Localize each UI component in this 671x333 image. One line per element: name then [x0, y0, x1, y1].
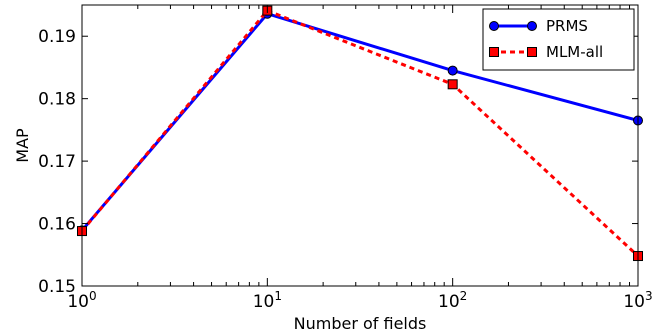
- x-tick-label: 101: [253, 289, 282, 312]
- data-point: [447, 65, 458, 76]
- series-line: [80, 12, 639, 232]
- legend-item: MLM-all: [489, 43, 603, 61]
- series-line: [80, 9, 640, 258]
- x-axis-label: Number of fields: [294, 314, 427, 333]
- legend: PRMS MLM-all: [482, 8, 635, 71]
- y-tick-label: 0.19: [38, 27, 76, 47]
- legend-box: [482, 8, 635, 71]
- data-point: [447, 79, 458, 90]
- legend-label: PRMS: [546, 17, 588, 35]
- legend-label: MLM-all: [546, 43, 603, 61]
- legend-marker: [489, 47, 499, 57]
- y-tick-label: 0.15: [38, 277, 76, 297]
- axis-ticks: 0.15 0.16 0.17 0.18 0.19 100 101 102 103: [38, 5, 653, 312]
- legend-marker: [527, 21, 537, 31]
- axes-frame: [81, 4, 639, 287]
- y-tick-label: 0.17: [38, 152, 76, 172]
- legend-item: PRMS: [489, 17, 588, 35]
- x-tick-label: 100: [67, 289, 96, 312]
- y-tick-label: 0.18: [38, 90, 76, 110]
- x-tick-label: 102: [438, 289, 467, 312]
- x-tick-label: 103: [623, 289, 652, 312]
- legend-marker: [527, 47, 537, 57]
- plot-frame: [81, 4, 639, 287]
- y-tick-label: 0.16: [38, 215, 76, 235]
- legend-marker: [489, 21, 499, 31]
- y-axis-label: MAP: [13, 128, 32, 163]
